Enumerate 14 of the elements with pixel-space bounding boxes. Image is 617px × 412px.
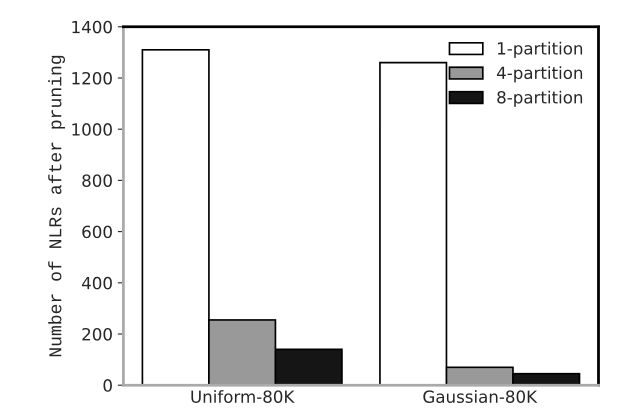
- y-tick-label: 0: [103, 379, 112, 392]
- y-tick-label: 200: [82, 328, 112, 341]
- y-tick-label: 600: [82, 226, 112, 238]
- y-axis-title: Number of NLRs after pruning: [48, 56, 66, 356]
- legend-label: 1-partition: [498, 42, 582, 58]
- x-tick-label: Gaussian-80K: [423, 390, 538, 403]
- y-tick-label: 1000: [72, 123, 112, 136]
- legend-label: 8-partition: [497, 90, 582, 107]
- x-tick-label: Uniform-80K: [191, 390, 295, 403]
- y-tick-label: 1200: [72, 72, 112, 85]
- legend-label: 4-partition: [496, 66, 582, 82]
- y-tick-label: 800: [82, 174, 112, 187]
- y-tick-label: 1400: [72, 20, 112, 34]
- y-tick-label: 400: [82, 276, 112, 290]
